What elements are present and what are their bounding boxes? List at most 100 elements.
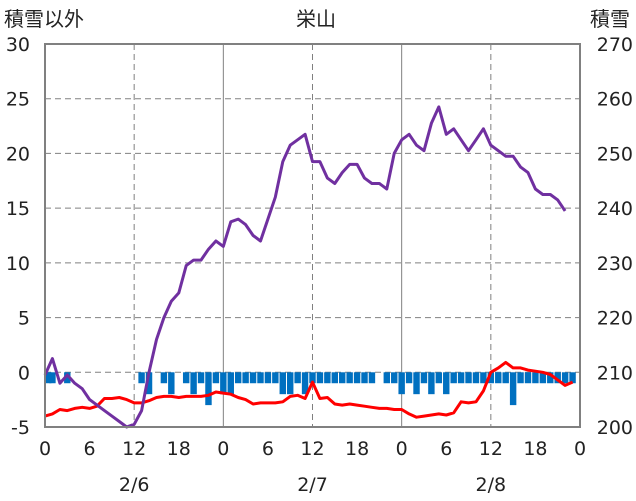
- bar: [569, 372, 576, 384]
- bar: [197, 372, 205, 384]
- bar: [420, 372, 428, 384]
- bar: [279, 372, 286, 395]
- day-label: 2/6: [119, 474, 150, 496]
- bar: [465, 372, 472, 384]
- bar: [220, 372, 227, 395]
- bar: [64, 372, 71, 384]
- bar: [190, 372, 197, 395]
- bar: [264, 372, 272, 384]
- hour-tick-label: 18: [345, 438, 369, 460]
- bar: [532, 372, 539, 384]
- hour-tick-label: 0: [574, 438, 586, 460]
- right-tick-label: 210: [597, 362, 633, 384]
- hour-tick-label: 12: [122, 438, 146, 460]
- hour-tick-label: 12: [479, 438, 503, 460]
- bar: [309, 372, 316, 384]
- left-tick-label: 20: [6, 143, 30, 165]
- bar: [353, 372, 361, 384]
- bar: [227, 372, 234, 395]
- bar: [168, 372, 175, 395]
- right-tick-label: 260: [597, 89, 633, 111]
- bar: [517, 372, 524, 384]
- bar: [339, 372, 346, 384]
- bar: [502, 372, 509, 384]
- bar: [457, 372, 465, 384]
- right-axis-label: 積雪: [590, 7, 630, 31]
- bar: [554, 372, 561, 384]
- bar: [509, 372, 517, 406]
- bar: [272, 372, 279, 384]
- bar: [49, 372, 56, 384]
- right-tick-label: 250: [597, 143, 633, 165]
- bar: [383, 372, 391, 384]
- temperature-line: [44, 360, 574, 419]
- bar: [435, 372, 443, 384]
- bar: [45, 372, 52, 384]
- bar: [286, 372, 294, 395]
- bar: [205, 372, 212, 406]
- right-tick-label: 200: [597, 417, 633, 439]
- bar: [331, 372, 339, 384]
- grid-layer: [45, 44, 580, 427]
- left-tick-label: 5: [18, 308, 30, 330]
- day-label: 2/7: [297, 474, 328, 496]
- bar: [182, 372, 190, 384]
- left-tick-label: 10: [6, 253, 30, 275]
- bar: [450, 372, 457, 384]
- bar: [524, 372, 532, 384]
- left-tick-label: -5: [11, 417, 30, 439]
- bar: [138, 372, 145, 384]
- hour-tick-label: 6: [262, 438, 274, 460]
- bar: [405, 372, 413, 384]
- bar: [443, 372, 450, 395]
- bar: [561, 372, 569, 384]
- right-tick-label: 220: [597, 308, 633, 330]
- bar: [145, 372, 153, 395]
- hour-tick-label: 12: [300, 438, 324, 460]
- snow-depth-line: [43, 105, 567, 429]
- left-tick-label: 25: [6, 89, 30, 111]
- hour-tick-label: 18: [167, 438, 191, 460]
- hour-tick-label: 6: [440, 438, 452, 460]
- bar: [487, 372, 495, 384]
- axis-labels-layer: -5 0 5 10 15 20 25 30 200 210 220 230 240 250 260 270 0 6…: [6, 34, 633, 496]
- right-tick-label: 270: [597, 34, 633, 56]
- left-tick-label: 15: [6, 198, 30, 220]
- bar: [294, 372, 301, 384]
- day-label: 2/8: [476, 474, 507, 496]
- bar: [324, 372, 331, 384]
- bar: [249, 372, 257, 384]
- bar: [398, 372, 405, 395]
- bar: [212, 372, 220, 384]
- bar: [301, 372, 309, 395]
- hour-tick-label: 18: [523, 438, 547, 460]
- plot-frame: [44, 43, 581, 428]
- right-tick-label: 230: [597, 253, 633, 275]
- chart-title: 栄山: [296, 7, 336, 31]
- bar: [160, 372, 168, 384]
- bar: [368, 372, 376, 384]
- hour-tick-label: 0: [39, 438, 51, 460]
- bar: [539, 372, 547, 384]
- bar: [472, 372, 480, 384]
- hour-tick-label: 0: [217, 438, 229, 460]
- lines-layer: [43, 105, 574, 429]
- right-tick-label: 240: [597, 198, 633, 220]
- bar: [242, 372, 249, 384]
- bars-layer: [45, 372, 576, 406]
- bar: [234, 372, 242, 384]
- bar: [316, 372, 324, 384]
- left-axis-label: 積雪以外: [4, 7, 84, 31]
- bar: [413, 372, 420, 395]
- bar: [547, 372, 554, 384]
- left-tick-label: 30: [6, 34, 30, 56]
- hour-tick-label: 0: [396, 438, 408, 460]
- bar: [495, 372, 502, 384]
- left-tick-label: 0: [18, 362, 30, 384]
- bar: [257, 372, 264, 384]
- bar: [480, 372, 487, 384]
- bar: [391, 372, 398, 384]
- bar: [361, 372, 368, 384]
- bar: [428, 372, 435, 395]
